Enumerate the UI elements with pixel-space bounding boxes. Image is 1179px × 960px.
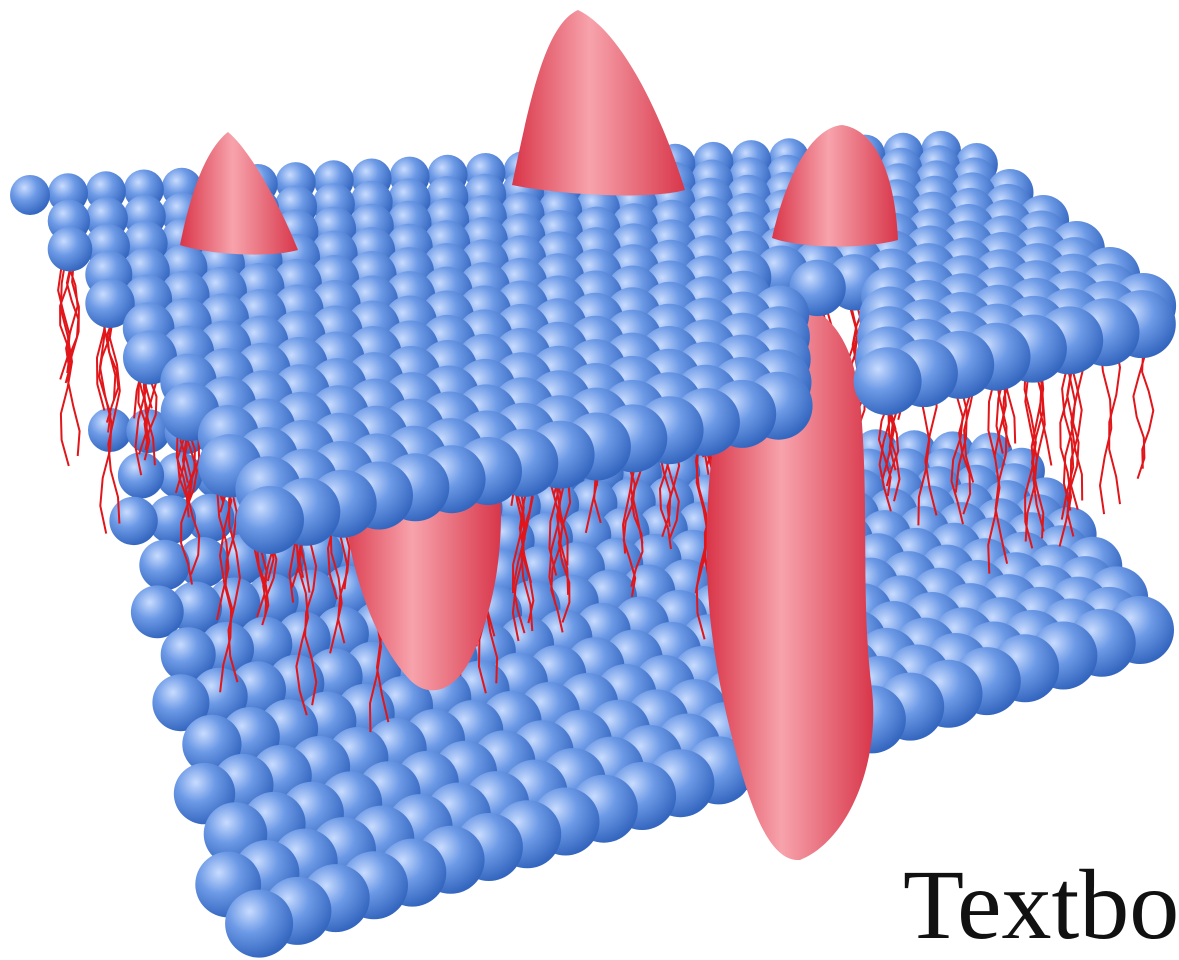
fatty-acid-tail [67,257,81,457]
fatty-acid-tail [1066,348,1080,537]
phospholipid-head [236,486,304,554]
phospholipid-head [152,674,210,732]
phospholipid-head [225,889,294,958]
phospholipid-head [160,627,216,683]
membrane-protein [512,10,685,196]
fatty-acid-tail [557,462,572,623]
membrane-protein [180,132,298,255]
peripheral-proteins [180,10,898,255]
membrane-protein [772,125,898,247]
fatty-acid-tail [304,519,318,706]
phospholipid-head [853,347,922,416]
fatty-acid-tail [186,419,201,575]
fatty-acid-tail [98,311,113,534]
top-leaflet-heads [10,130,1177,554]
corner-label: Textbo [903,849,1179,960]
phospholipid-head [85,278,135,328]
phospholipid-head [10,175,50,215]
phospholipid-head [109,496,158,546]
phospholipid-head [47,226,93,272]
fatty-acid-tail [59,257,74,467]
phospholipid-head [130,585,184,639]
fatty-acid-tail [295,519,310,716]
fatty-acid-tail [107,311,121,524]
phospholipid-head [88,408,132,452]
phospholipid-head [139,539,190,591]
fatty-acid-tail [227,473,241,683]
phospholipid-head [169,581,223,635]
phospholipid-head [147,495,197,544]
phospholipid-head [117,452,165,499]
